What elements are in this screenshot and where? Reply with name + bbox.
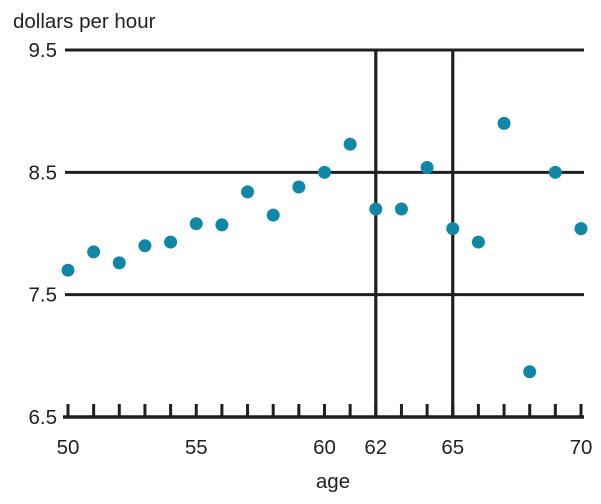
x-tick-label: 65 <box>441 436 464 459</box>
x-tick-label: 62 <box>364 436 387 459</box>
data-points <box>61 116 588 379</box>
data-point <box>189 217 203 231</box>
x-axis <box>63 404 584 419</box>
data-point <box>548 165 562 179</box>
data-point <box>343 137 357 151</box>
x-tick-label: 60 <box>313 436 336 459</box>
x-tick-label: 55 <box>185 436 208 459</box>
reference-lines <box>374 50 455 417</box>
y-tick-labels: 9.5 8.5 7.5 6.5 <box>29 39 58 429</box>
data-point <box>574 222 588 236</box>
x-axis-label: age <box>316 470 350 493</box>
data-point <box>471 235 485 249</box>
data-point <box>292 180 306 194</box>
data-point <box>164 235 178 249</box>
data-point <box>523 365 537 379</box>
data-point <box>138 239 152 253</box>
y-tick-label: 6.5 <box>29 406 58 429</box>
data-point <box>369 202 383 216</box>
y-tick-label: 8.5 <box>29 161 58 184</box>
y-tick-label: 9.5 <box>29 39 58 62</box>
x-tick-labels: 50 55 60 62 65 70 <box>57 436 593 459</box>
data-point <box>497 116 511 130</box>
x-tick-label: 50 <box>57 436 80 459</box>
data-point <box>394 202 408 216</box>
data-point <box>112 256 126 270</box>
data-point <box>420 160 434 174</box>
x-tick-label: 70 <box>570 436 593 459</box>
data-point <box>241 185 255 199</box>
chart-title: dollars per hour <box>13 10 156 33</box>
y-tick-label: 7.5 <box>29 284 58 307</box>
data-point <box>87 245 101 259</box>
data-point <box>446 222 460 236</box>
data-point <box>215 218 229 232</box>
data-point <box>318 165 331 179</box>
data-point <box>61 263 75 277</box>
data-point <box>266 208 280 222</box>
